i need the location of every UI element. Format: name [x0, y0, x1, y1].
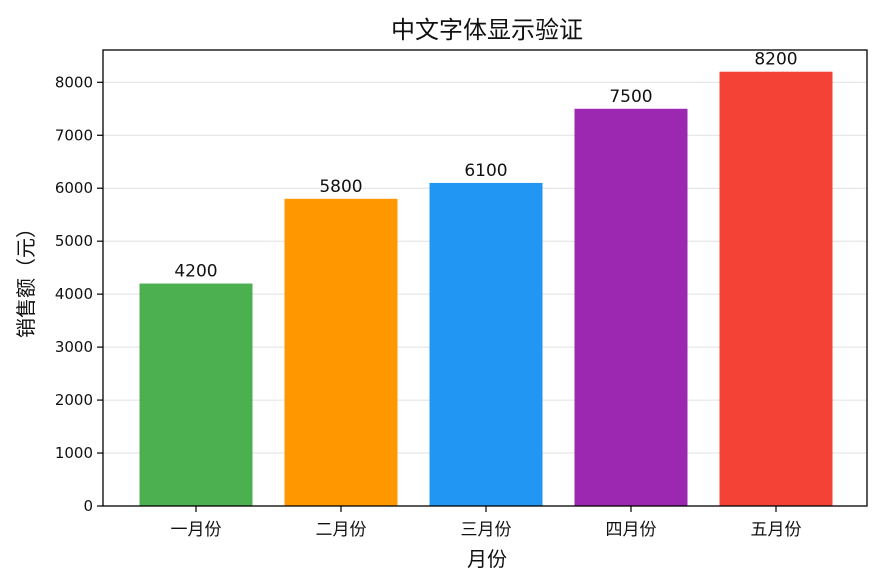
y-tick-label: 3000 — [55, 338, 93, 356]
y-tick-label: 7000 — [55, 126, 93, 144]
bar-1 — [139, 283, 253, 506]
bar-4 — [574, 108, 688, 507]
x-tick-label-2: 二月份 — [316, 520, 367, 540]
x-tick-label-5: 五月份 — [751, 520, 802, 540]
y-tick-label: 2000 — [55, 391, 93, 409]
y-tick-label: 8000 — [55, 73, 93, 91]
y-axis: 0 1000 2000 3000 4000 5000 6000 7000 8000 — [55, 73, 103, 515]
bar-2 — [284, 198, 398, 506]
bar-5 — [719, 71, 833, 506]
x-axis-label: 月份 — [467, 547, 507, 571]
y-tick-label: 1000 — [55, 444, 93, 462]
x-tick-label-3: 三月份 — [461, 520, 512, 540]
x-tick-label-1: 一月份 — [171, 520, 222, 540]
bars — [139, 71, 833, 507]
data-label-5: 8200 — [754, 50, 797, 70]
y-tick-label: 5000 — [55, 232, 93, 250]
y-axis-label: 销售额（元） — [14, 218, 38, 338]
y-tick-label: 6000 — [55, 179, 93, 197]
data-label-2: 5800 — [319, 177, 362, 197]
y-tick-label: 0 — [83, 497, 93, 515]
x-axis: 一月份 二月份 三月份 四月份 五月份 — [171, 506, 802, 540]
plot-frame — [102, 49, 868, 507]
x-tick-label-4: 四月份 — [606, 520, 657, 540]
data-label-3: 6100 — [464, 161, 507, 181]
data-label-4: 7500 — [609, 87, 652, 107]
chart-title: 中文字体显示验证 — [391, 16, 583, 44]
y-tick-label: 4000 — [55, 285, 93, 303]
data-labels: 4200 5800 6100 7500 8200 — [174, 50, 797, 282]
data-label-1: 4200 — [174, 262, 217, 282]
bar-3 — [429, 182, 543, 507]
